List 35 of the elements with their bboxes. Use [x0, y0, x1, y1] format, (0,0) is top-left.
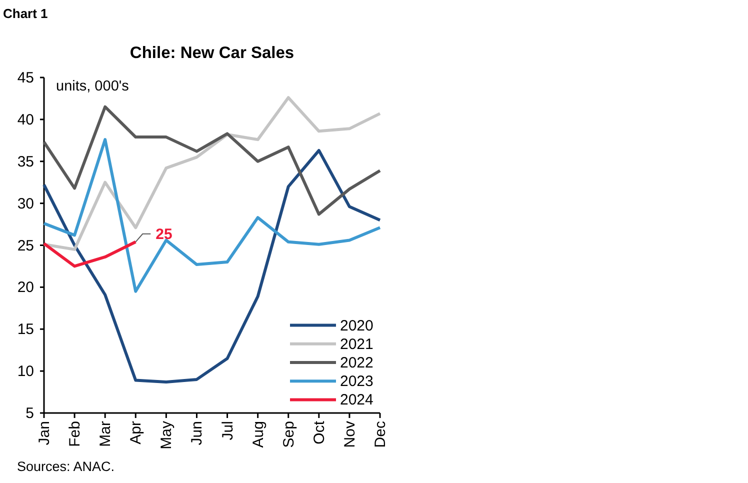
source-note: Sources: ANAC. [17, 459, 115, 474]
x-tick-label: Oct [310, 420, 328, 444]
y-tick-label: 20 [17, 279, 34, 296]
line-series [42, 105, 382, 216]
x-tick-label: Apr [128, 420, 145, 444]
line-series [42, 96, 382, 251]
y-tick-label: 40 [17, 111, 34, 128]
x-tick-label: Nov [341, 420, 358, 448]
legend-label: 2020 [340, 317, 374, 334]
line-series [42, 138, 382, 293]
y-tick-label: 10 [17, 363, 34, 380]
y-tick-label: 45 [17, 70, 34, 86]
x-tick-label: Jul [219, 421, 236, 440]
y-axis-title: units, 000's [56, 78, 129, 94]
x-tick-label: Feb [66, 421, 84, 447]
y-tick-label: 35 [17, 153, 34, 170]
x-tick-label: Jun [188, 421, 206, 446]
legend-label: 2023 [340, 373, 374, 390]
x-tick-label: May [158, 420, 176, 450]
legend-label: 2022 [340, 354, 374, 372]
x-tick-label: Jan [36, 421, 53, 446]
legend-label: 2021 [340, 336, 374, 353]
y-tick-label: 15 [17, 321, 34, 338]
y-tick-label: 25 [17, 237, 34, 254]
y-tick-label: 5 [26, 405, 34, 422]
x-tick-label: Sep [280, 421, 298, 448]
y-tick-label: 30 [17, 195, 34, 212]
x-tick-label: Dec [372, 420, 389, 448]
chart-title: Chile: New Car Sales [130, 44, 294, 62]
legend-label: 2024 [340, 392, 374, 409]
x-tick-label: Mar [97, 421, 114, 447]
data-label: 25 [156, 226, 172, 243]
line-series [42, 240, 138, 268]
caption: Chart 1 [3, 6, 48, 21]
x-tick-label: Aug [250, 421, 267, 448]
